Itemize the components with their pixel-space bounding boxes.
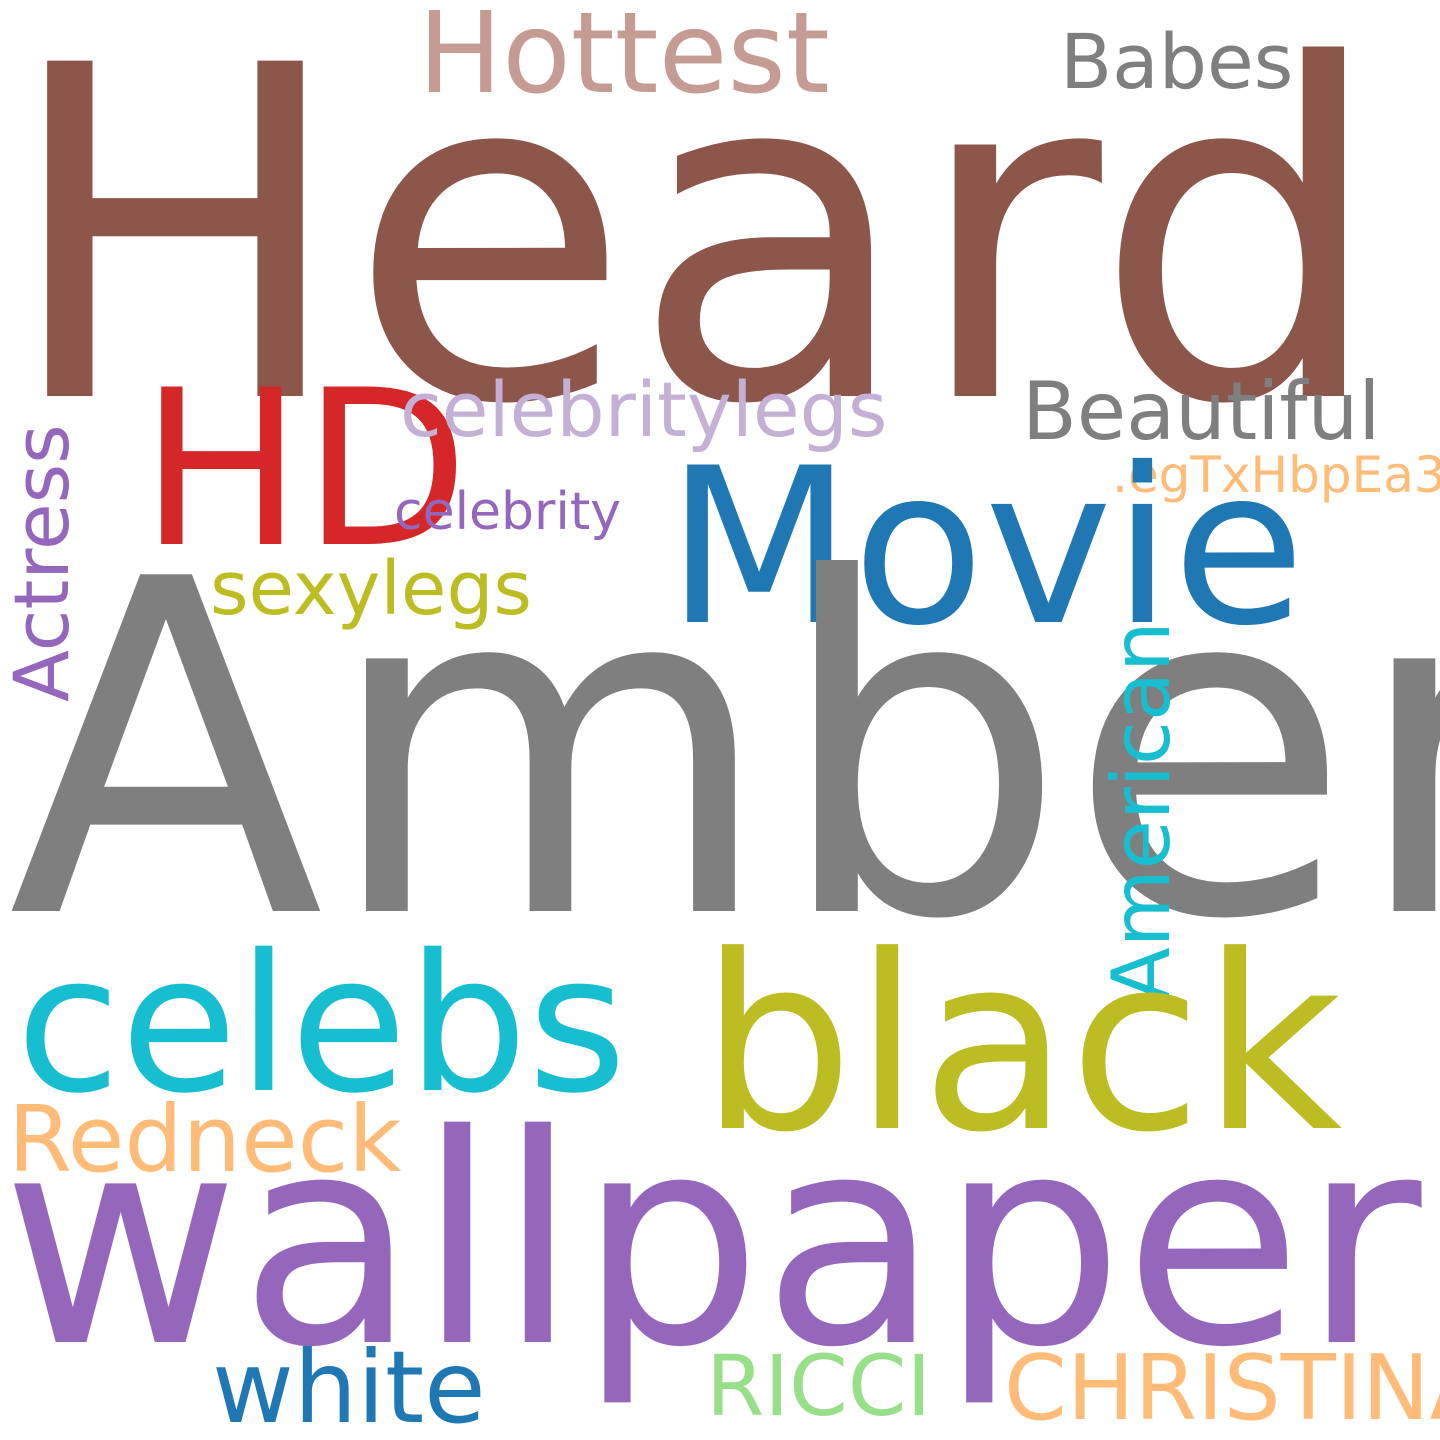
- word-black: black: [700, 904, 1343, 1186]
- word-babes: Babes: [1060, 17, 1294, 106]
- word-movie: Movie: [666, 422, 1306, 673]
- word-hd: HD: [140, 344, 469, 595]
- word-heard: Heard: [2, 0, 1386, 505]
- word-wallpaper: wallpaper: [2, 1074, 1422, 1411]
- word-white: white: [212, 1329, 486, 1440]
- word-beautiful: Beautiful: [1022, 365, 1381, 458]
- word-hottest: Hottest: [418, 0, 830, 119]
- word-celebs: celebs: [16, 914, 627, 1135]
- word-redneck: Redneck: [8, 1086, 402, 1193]
- word-christina: CHRISTINA: [1004, 1336, 1440, 1440]
- word-celebrity: celebrity: [394, 482, 622, 542]
- word-celebritylegs: celebritylegs: [400, 365, 888, 454]
- word-sexylegs: sexylegs: [210, 546, 532, 632]
- word-ricci: RICCI: [706, 1337, 932, 1435]
- word-amber: Amber: [8, 482, 1440, 1020]
- word-egtxhbpea3: .egTxHbpEa3: [1112, 446, 1440, 504]
